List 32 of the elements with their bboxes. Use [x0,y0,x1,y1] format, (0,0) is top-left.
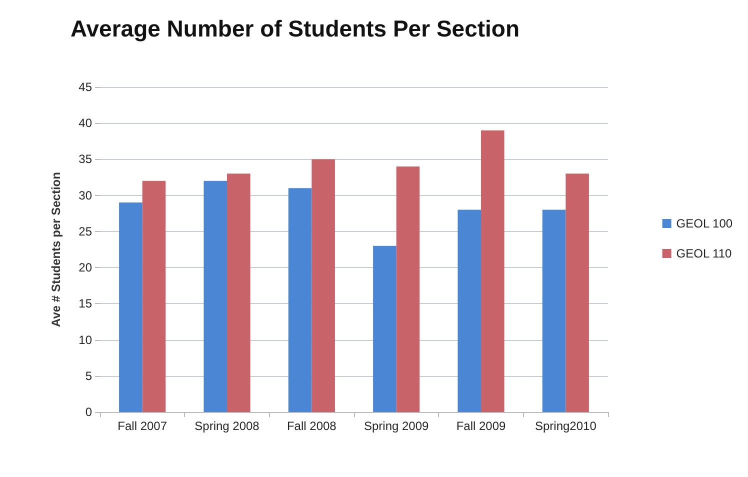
bar [542,210,566,412]
bar [142,180,166,412]
bar [458,210,481,412]
y-tick-label: 30 [78,188,92,202]
bar [288,188,312,412]
bar [396,166,420,412]
bar [119,202,142,412]
y-tick-label: 35 [78,152,92,166]
bar [481,130,504,412]
x-tick-label: Spring 2009 [364,419,430,433]
y-tick-label: 5 [85,368,92,383]
y-axis-title: Ave # Students per Section [49,172,63,327]
x-tick-label: Fall 2009 [456,419,506,433]
bar [312,159,335,412]
y-tick-label: 45 [78,80,92,94]
y-tick-label: 15 [78,296,92,311]
legend-label: GEOL 100 [676,216,733,230]
y-tick-label: 10 [78,332,92,347]
bar [373,246,396,412]
x-tick-label: Fall 2008 [286,419,337,433]
bar [227,174,250,412]
y-tick-label: 40 [78,116,92,130]
y-tick-label: 25 [78,224,92,238]
legend-label: GEOL 110 [676,246,732,260]
y-tick-label: 20 [78,260,92,275]
x-tick-label: Spring 2008 [194,419,260,433]
bar [566,174,589,412]
y-tick-label: 0 [85,405,92,419]
x-tick-label: Spring2010 [534,419,597,433]
bar [204,180,227,412]
x-tick-label: Fall 2007 [118,419,168,433]
chart-title: Average Number of Students Per Section [70,16,520,42]
